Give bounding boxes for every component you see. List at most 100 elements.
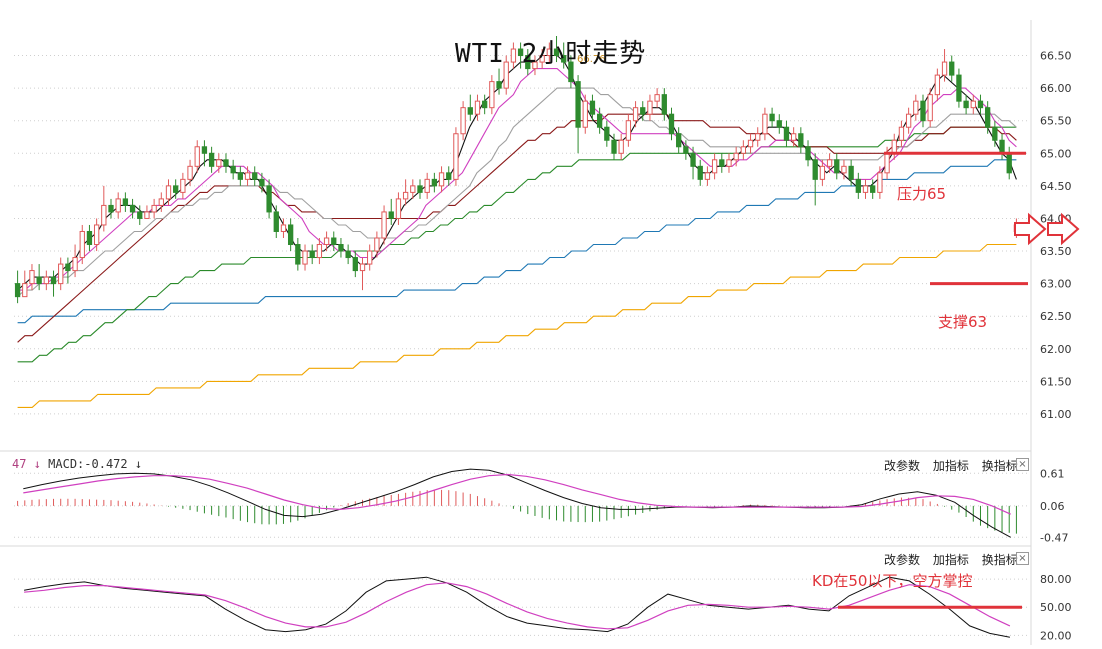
candle-body [180, 178, 186, 193]
candle-body [661, 94, 667, 115]
add-indicator-button[interactable]: 加指标 [932, 553, 969, 567]
candle-body [50, 276, 57, 285]
change-params-button[interactable]: 改参数 [884, 553, 921, 567]
candle-body [144, 211, 150, 219]
kd-tick-label: 80.00 [1040, 573, 1072, 586]
candle-body [697, 165, 703, 180]
candle-body [582, 100, 588, 128]
change-params-button[interactable]: 改参数 [884, 459, 921, 473]
candle-body [862, 185, 869, 193]
candle-body [647, 100, 653, 115]
candle-body [316, 244, 323, 259]
candle-body [640, 107, 646, 115]
candle-body [604, 126, 610, 141]
candle-body [223, 159, 229, 167]
candle-body [194, 146, 200, 167]
down-arrow-icon: ↓ [134, 457, 143, 471]
candle-body [654, 94, 660, 102]
candle-body [819, 165, 826, 180]
candle-body [826, 159, 833, 167]
candle-body [345, 250, 351, 259]
candle-body [503, 61, 509, 89]
candle-body [201, 146, 208, 154]
right-arrow-icon [1047, 212, 1080, 246]
support-label: 支撑63 [938, 313, 988, 331]
candle-body [755, 133, 761, 141]
candle-body [309, 250, 315, 259]
candle-body [920, 100, 926, 122]
candle-body [79, 230, 85, 259]
candle-body [949, 61, 955, 76]
candle-body [22, 283, 28, 298]
candle-body [438, 172, 445, 187]
candle-body [381, 211, 387, 239]
candle-body [402, 191, 409, 200]
candle-body [101, 204, 107, 226]
ma60-line [17, 126, 1017, 363]
candle-body [625, 120, 632, 141]
candle-body [941, 61, 948, 76]
candle-body [776, 120, 782, 128]
candle-body [762, 113, 768, 135]
candle-body [151, 204, 157, 213]
candle-body [230, 165, 236, 174]
kd-annotation: KD在50以下，空方掌控 [812, 572, 973, 590]
price-tick-label: 63.50 [1040, 245, 1072, 258]
kd-k-line [24, 576, 1010, 638]
candle-body [747, 139, 754, 148]
candle-body [280, 224, 287, 232]
candle-body [367, 250, 373, 265]
price-tick-label: 63.00 [1040, 278, 1072, 291]
macd-label: 47 ↓ MACD:-0.472 ↓ [12, 457, 142, 471]
macd-prefix: 47 [12, 457, 27, 471]
price-tick-label: 61.00 [1040, 408, 1072, 421]
ma10-line [17, 68, 1017, 291]
candle-body [517, 48, 524, 57]
chart-title: WTI 2小时走势 [455, 39, 647, 69]
candle-body [431, 178, 438, 187]
candle-body [137, 211, 143, 219]
switch-indicator-button[interactable]: 换指标 [981, 553, 1018, 567]
candle-body [302, 250, 308, 265]
candle-body [618, 139, 624, 154]
candle-body [65, 263, 71, 272]
candle-body [331, 237, 337, 246]
candle-body [704, 172, 711, 180]
candle-body [58, 263, 64, 285]
candle-body [956, 74, 962, 102]
candle-body [338, 244, 344, 252]
candle-body [158, 198, 164, 206]
candle-body [453, 133, 459, 180]
price-tick-label: 65.00 [1040, 147, 1072, 160]
close-icon[interactable]: × [1016, 458, 1029, 471]
candle-body [388, 211, 394, 219]
candle-body [489, 81, 495, 109]
candle-body [532, 61, 538, 70]
ma5-line [17, 54, 1017, 291]
candle-body [216, 159, 222, 167]
candle-body [410, 185, 416, 193]
candle-body [395, 198, 402, 219]
macd-tick-label: -0.47 [1040, 531, 1068, 544]
ma240-line [17, 243, 1017, 408]
close-icon[interactable]: × [1016, 552, 1029, 565]
candle-body [877, 172, 883, 193]
candle-body [719, 159, 725, 167]
right-arrow-icon [1014, 212, 1047, 246]
candle-body [14, 283, 21, 298]
switch-indicator-button[interactable]: 换指标 [981, 459, 1018, 473]
add-indicator-button[interactable]: 加指标 [932, 459, 969, 473]
candle-body [561, 55, 567, 63]
candle-body [553, 48, 560, 57]
candle-body [252, 172, 258, 180]
candle-body [632, 107, 639, 122]
candle-body [525, 55, 531, 70]
candle-body [237, 172, 244, 180]
candle-body [115, 198, 121, 213]
macd-dif-line [23, 468, 1011, 538]
price-tick-label: 64.50 [1040, 180, 1072, 193]
candle-body [740, 146, 747, 154]
price-tick-label: 66.00 [1040, 82, 1072, 95]
candle-body [496, 81, 502, 89]
